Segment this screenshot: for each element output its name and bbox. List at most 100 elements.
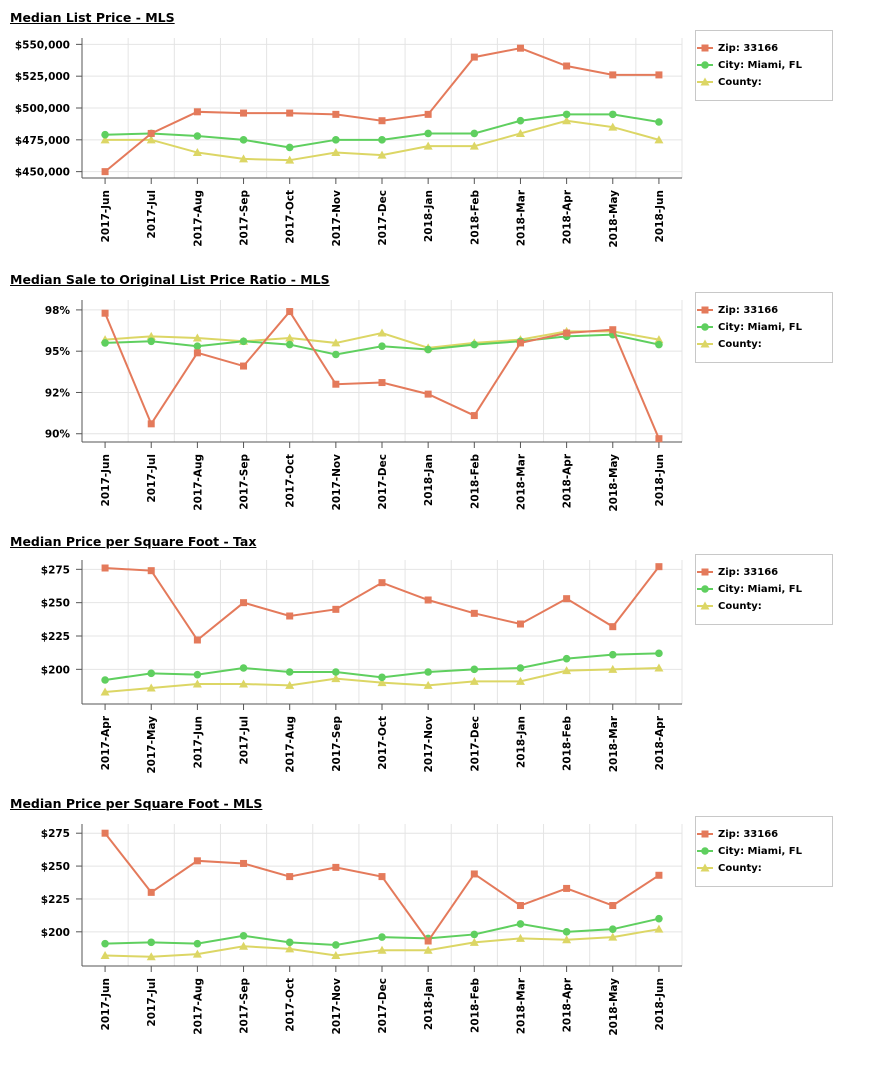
chart-block-ppsf-tax: Median Price per Square Foot - Tax $200 $…: [0, 534, 880, 774]
data-point-zip: [655, 71, 663, 79]
data-point-city: [516, 116, 525, 125]
data-point-zip: [424, 390, 432, 398]
x-tick-label: 2018-Mar: [515, 189, 527, 246]
legend: Zip: 33166 City: Miami, FL County:: [695, 292, 833, 363]
data-point-county: [331, 674, 341, 683]
x-tick-label: 2018-Mar: [515, 453, 527, 510]
x-tick-label: 2018-Feb: [469, 454, 481, 509]
data-point-county: [423, 945, 433, 954]
data-point-county: [515, 933, 525, 942]
x-tick-label: 2017-Dec: [377, 978, 389, 1034]
x-tick-label: 2017-Sep: [331, 716, 343, 772]
data-point-county: [562, 666, 572, 675]
data-point-county: [469, 937, 479, 946]
data-point-city: [562, 110, 571, 119]
data-point-city: [516, 664, 525, 672]
data-point-county: [146, 952, 156, 961]
legend-item-city[interactable]: City: Miami, FL: [697, 844, 802, 858]
data-point-county: [608, 664, 618, 673]
x-tick-label: 2018-Jun: [654, 454, 666, 506]
y-tick-label: $225: [41, 631, 70, 643]
legend-marker: [700, 601, 710, 610]
data-point-zip: [378, 873, 386, 881]
y-tick-label: $275: [41, 828, 70, 840]
data-point-zip: [516, 44, 524, 52]
data-point-zip: [240, 599, 248, 607]
data-point-county: [331, 338, 341, 347]
legend-marker: [701, 585, 709, 593]
legend-item-county[interactable]: County:: [697, 337, 762, 351]
data-point-city: [608, 650, 617, 659]
x-tick-label: 2017-Jun: [100, 190, 112, 242]
legend-item-county[interactable]: County:: [697, 599, 762, 613]
data-point-city: [147, 938, 156, 947]
data-point-zip: [147, 420, 155, 428]
x-tick-label: 2017-Oct: [285, 190, 297, 244]
data-point-zip: [378, 379, 386, 387]
data-point-county: [654, 924, 664, 933]
data-point-zip: [193, 108, 201, 116]
x-tick-label: 2017-Oct: [285, 454, 297, 508]
legend-item-zip[interactable]: Zip: 33166: [697, 827, 778, 841]
x-tick-label: 2017-Dec: [469, 716, 481, 772]
data-point-city: [470, 340, 479, 349]
data-point-zip: [655, 435, 663, 443]
data-point-county: [192, 148, 202, 157]
data-point-county: [608, 932, 618, 941]
legend-marker: [701, 323, 709, 331]
x-tick-label: 2017-Sep: [239, 190, 251, 246]
x-tick-label: 2017-Dec: [377, 190, 389, 246]
legend-item-city[interactable]: City: Miami, FL: [697, 582, 803, 596]
data-point-zip: [378, 579, 386, 587]
legend-item-county[interactable]: County:: [697, 861, 762, 875]
data-point-zip: [286, 873, 294, 881]
data-point-zip: [516, 339, 524, 347]
x-tick-label: 2017-Aug: [192, 978, 204, 1035]
data-point-zip: [101, 309, 109, 317]
x-tick-label: 2017-Nov: [331, 978, 343, 1035]
data-point-zip: [332, 380, 340, 388]
legend-item-zip[interactable]: Zip: 33166: [697, 303, 778, 317]
data-point-county: [285, 944, 295, 953]
data-point-city: [562, 928, 571, 936]
y-tick-label: $200: [41, 664, 70, 676]
data-point-zip: [609, 623, 617, 631]
y-tick-label: $450,000: [15, 167, 70, 179]
y-tick-label: $475,000: [15, 135, 70, 147]
chart-title: Median Price per Square Foot - MLS: [10, 796, 263, 811]
data-point-county: [515, 128, 525, 137]
chart-median-list-price: $450,000 $475,000 $500,000 $525,000 $550,000…: [15, 38, 683, 248]
x-tick-label: 2018-Apr: [562, 453, 574, 508]
data-point-county: [285, 333, 295, 342]
legend-item-city[interactable]: City: Miami, FL: [697, 58, 802, 72]
legend-item-county[interactable]: County:: [697, 75, 762, 89]
data-point-county: [515, 676, 525, 685]
x-tick-label: 2017-Jun: [100, 978, 112, 1030]
data-point-city: [608, 925, 617, 933]
x-tick-label: 2017-Oct: [285, 978, 297, 1032]
data-point-county: [239, 154, 249, 163]
x-tick-label: 2017-Oct: [377, 716, 389, 770]
y-tick-label: $275: [41, 564, 70, 576]
data-point-county: [331, 148, 341, 157]
data-point-city: [285, 938, 294, 947]
data-point-zip: [240, 109, 248, 117]
data-point-city: [101, 130, 109, 139]
data-point-zip: [286, 612, 294, 620]
legend-item-zip[interactable]: Zip: 33166: [697, 565, 778, 579]
data-point-county: [192, 333, 202, 342]
legend-item-city[interactable]: City: Miami, FL: [697, 320, 802, 334]
x-tick-label: 2018-May: [608, 454, 620, 512]
data-point-city: [239, 337, 248, 346]
data-point-zip: [101, 168, 109, 176]
legend-label: City: Miami, FL: [718, 583, 803, 595]
chart-block-sale-ratio: Median Sale to Original List Price Ratio…: [0, 272, 880, 512]
data-point-city: [562, 654, 571, 663]
legend-item-zip[interactable]: Zip: 33166: [697, 41, 778, 55]
data-point-county: [239, 941, 249, 950]
x-tick-label: 2018-May: [608, 978, 620, 1036]
x-tick-label: 2017-Nov: [331, 190, 343, 247]
data-point-city: [655, 340, 663, 349]
data-point-city: [332, 350, 340, 359]
data-point-zip: [424, 110, 432, 118]
